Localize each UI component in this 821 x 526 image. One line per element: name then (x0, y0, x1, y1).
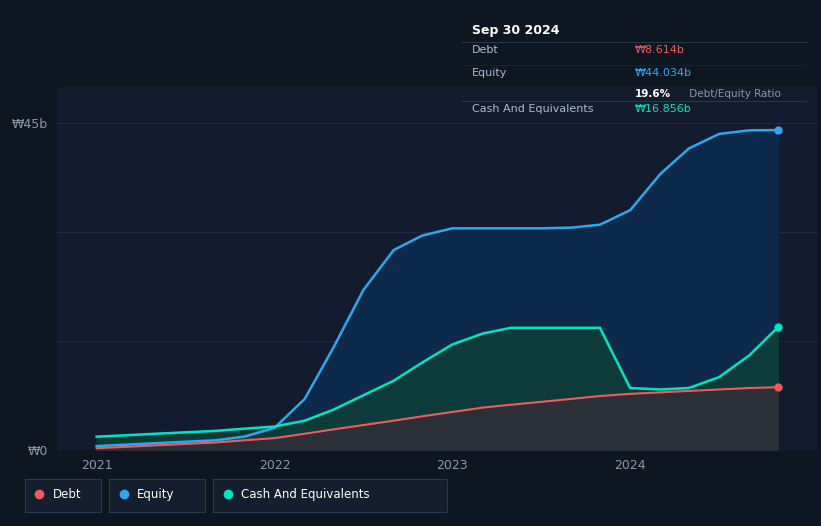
Text: ₩16.856b: ₩16.856b (635, 104, 691, 114)
FancyBboxPatch shape (109, 479, 205, 512)
Text: Sep 30 2024: Sep 30 2024 (472, 24, 560, 37)
Text: Debt: Debt (53, 488, 81, 501)
Text: 19.6%: 19.6% (635, 89, 671, 99)
Text: Cash And Equivalents: Cash And Equivalents (241, 488, 370, 501)
Text: Equity: Equity (137, 488, 175, 501)
Text: ₩44.034b: ₩44.034b (635, 68, 691, 78)
FancyBboxPatch shape (213, 479, 447, 512)
Text: Cash And Equivalents: Cash And Equivalents (472, 104, 594, 114)
FancyBboxPatch shape (25, 479, 101, 512)
Text: Debt: Debt (472, 45, 499, 55)
Text: Debt/Equity Ratio: Debt/Equity Ratio (686, 89, 781, 99)
Text: Equity: Equity (472, 68, 507, 78)
Text: ₩8.614b: ₩8.614b (635, 45, 685, 55)
